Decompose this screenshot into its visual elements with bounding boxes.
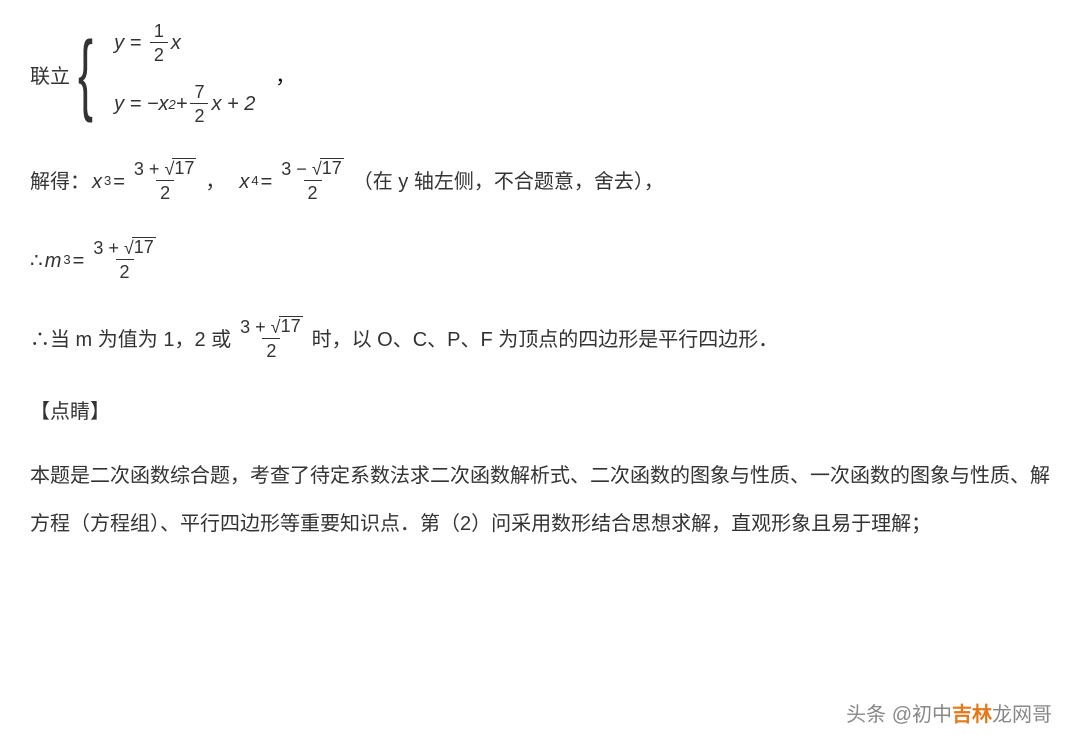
- sqrt-icon: √17: [124, 237, 156, 259]
- therefore-m3-line: ∴ m3 = 3 + √17 2: [30, 237, 1050, 284]
- watermark-suffix: 龙网哥: [992, 704, 1052, 726]
- system-label: 联立: [30, 60, 70, 89]
- system-of-equations: 联立 { y = 1 2 x y = −x2 + 7 2 x + 2 ，: [30, 20, 1050, 128]
- sqrt-icon: √17: [271, 316, 303, 338]
- fraction-x3: 3 + √17 2: [130, 158, 200, 205]
- watermark-prefix: 头条 @初中: [846, 704, 952, 726]
- sqrt-icon: √17: [312, 158, 344, 180]
- explanation-paragraph: 本题是二次函数综合题，考查了待定系数法求二次函数解析式、二次函数的图象与性质、一…: [30, 452, 1050, 548]
- watermark: 头条 @初中吉林龙网哥: [846, 698, 1052, 727]
- solve-note: （在 y 轴左侧，不合题意，舍去），: [353, 166, 664, 198]
- left-brace: {: [78, 29, 93, 119]
- fraction-m3: 3 + √17 2: [89, 237, 159, 284]
- solve-prefix: 解得：: [30, 166, 90, 198]
- fraction-half: 1 2: [150, 20, 168, 67]
- dianqing-heading: 【点睛】: [30, 395, 1050, 424]
- system-trailing-comma: ，: [275, 60, 295, 89]
- sqrt-icon: √17: [164, 158, 196, 180]
- equation-2: y = −x2 + 7 2 x + 2: [114, 81, 255, 128]
- equation-1: y = 1 2 x: [114, 20, 255, 67]
- solve-line: 解得： x3 = 3 + √17 2 ， x4 = 3 − √17 2 （在 y…: [30, 158, 1050, 205]
- fraction-7-2: 7 2: [190, 81, 208, 128]
- fraction-conclusion: 3 + √17 2: [236, 316, 306, 363]
- watermark-highlight: 吉林: [952, 704, 992, 726]
- system-equations-group: y = 1 2 x y = −x2 + 7 2 x + 2: [114, 20, 255, 128]
- conclusion-line: ∴当 m 为值为 1，2 或 3 + √17 2 时，以 O、C、P、F 为顶点…: [30, 316, 1050, 363]
- fraction-x4: 3 − √17 2: [277, 158, 347, 205]
